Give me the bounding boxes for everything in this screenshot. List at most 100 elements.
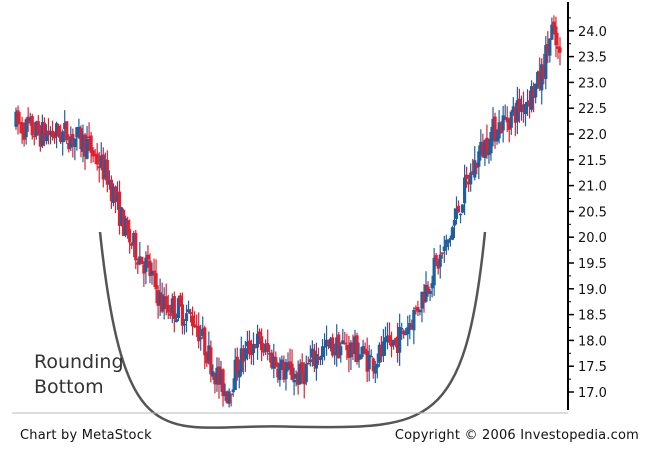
y-tick-label: 23.5 [578,51,607,66]
y-tick-label: 19.0 [578,283,607,298]
candle-up [534,83,538,98]
candle-down [542,65,546,79]
candle-up [61,131,65,143]
candle-up [314,353,319,369]
candle-up [239,348,243,372]
candle-up [85,138,89,159]
candle-down [507,119,511,130]
candle-up [115,194,120,201]
candle-up [170,298,174,314]
y-tick-label: 18.0 [578,334,607,349]
candle-down [83,134,87,157]
candle-up [460,204,465,213]
candle-down [134,232,138,261]
candle-up [497,122,501,139]
candle-down [213,373,217,385]
candle-up [367,354,371,370]
candle-up [150,272,154,276]
candle-down [326,340,331,346]
candle-down [351,344,355,354]
y-tick-label: 17.0 [578,386,607,401]
candle-down [481,142,485,157]
candle-up [286,362,290,370]
candle-up [184,313,189,322]
candle-down [414,307,418,310]
candle-up [550,24,554,40]
candle-down [465,174,469,179]
candle-down [142,264,146,274]
candle-up [186,309,191,312]
candle-up [349,342,353,358]
y-tick-label: 21.5 [578,154,607,169]
annotation-label-rounding: Rounding [34,351,124,373]
candle-down [426,286,430,292]
candle-down [343,342,347,345]
footer-credit: Chart by MetaStock [20,428,152,443]
candle-down [195,325,199,328]
candle-up [357,356,361,360]
candle-up [511,106,515,113]
candle-up [398,326,402,353]
candle-down [97,166,101,169]
candle-up [103,159,107,178]
candle-down [18,122,22,125]
candle-down [499,124,503,134]
y-tick-label: 21.0 [578,180,607,195]
candle-down [475,163,479,168]
candle-up [174,319,178,323]
candle-up [144,257,148,272]
candle-up [28,118,32,121]
candle-down [282,361,286,380]
candle-up [304,363,308,383]
candle-down [38,130,42,147]
candle-down [154,273,158,290]
annotation-label-bottom: Bottom [34,376,104,398]
candle-down [146,254,150,260]
candle-up [375,363,379,368]
candle-up [529,86,534,110]
candle-up [420,291,424,309]
candle-down [87,136,91,139]
candle-up [462,177,467,204]
candle-down [172,296,176,320]
candle-up [353,336,357,355]
candle-down [113,186,118,203]
candle-down [257,331,262,336]
candle-up [452,219,457,226]
candle-up [404,333,408,336]
candle-up [162,296,166,310]
candle-down [331,337,335,356]
candle-up [383,337,388,343]
footer-copyright: Copyright © 2006 Investopedia.com [394,428,639,443]
candle-up [432,257,436,286]
candle-up [251,343,256,354]
candle-up [450,227,455,240]
candle-up [158,292,162,305]
candle-up [489,132,493,154]
candle-up [341,340,345,345]
candle-up [199,337,203,340]
candle-down [50,130,55,137]
candle-down [347,349,351,358]
candle-down [164,296,168,308]
candle-down [363,348,367,353]
candle-down [440,252,444,254]
candle-down [152,270,156,273]
candle-down [20,122,24,134]
candle-down [260,336,264,351]
candle-up [519,104,524,111]
candle-up [231,389,235,393]
candle-up [501,115,505,131]
candle-up [385,335,390,339]
candle-down [42,122,47,141]
candle-down [140,256,144,265]
candle-up [536,72,540,86]
candle-down [190,315,195,327]
candle-up [400,328,404,330]
candle-down [355,335,359,363]
candle-up [412,309,416,331]
candle-down [91,150,95,157]
candle-down [270,352,274,368]
candle-up [81,134,85,152]
candle-up [294,373,298,379]
